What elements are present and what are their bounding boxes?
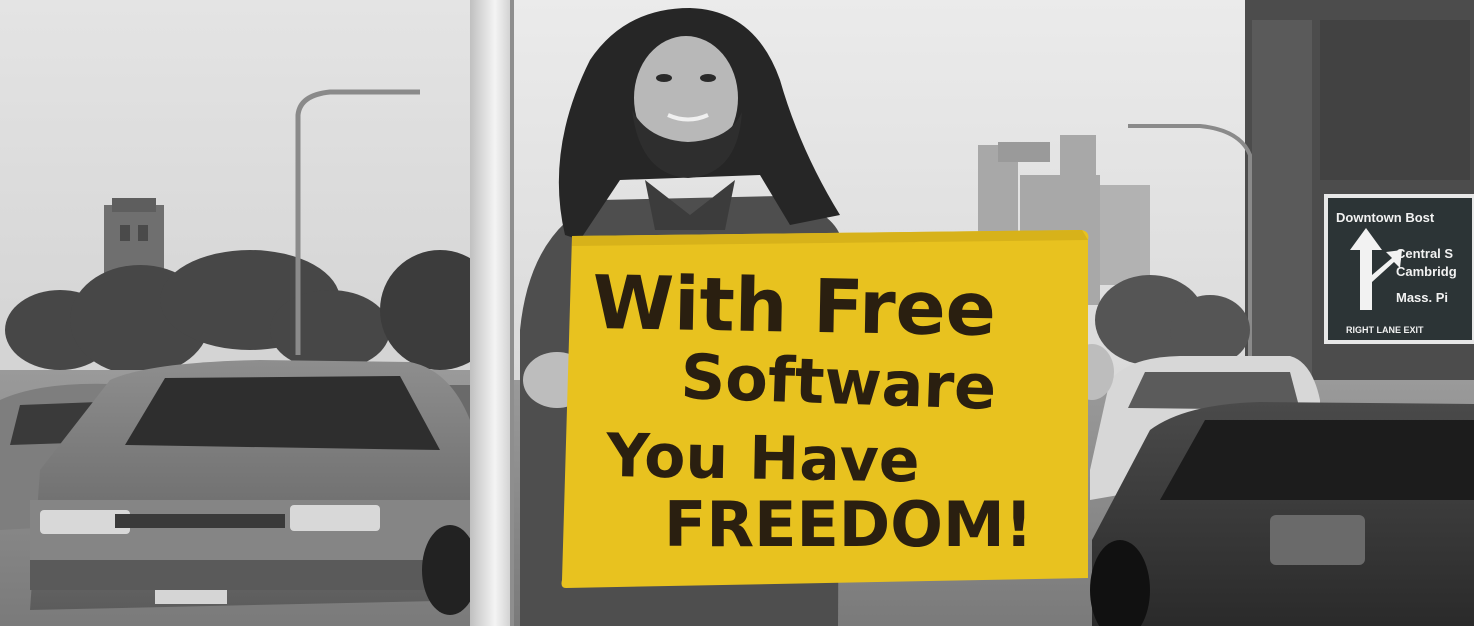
sign-line-3: You Have <box>605 421 920 496</box>
car-dark-right <box>1090 402 1474 626</box>
street-light-left <box>295 89 420 355</box>
road-sign <box>1324 194 1474 344</box>
road-sign-line-2: Central S <box>1396 246 1453 261</box>
road-sign-line-1: Downtown Bost <box>1336 210 1435 225</box>
trees-right <box>1095 275 1250 365</box>
sign-line-1: With Free <box>592 260 997 353</box>
city-buildings <box>978 135 1150 305</box>
road-sign-line-4: Mass. Pi <box>1396 290 1448 305</box>
sign-line-4: FREEDOM! <box>664 488 1033 561</box>
road-sign-line-3: Cambridg <box>1396 264 1457 279</box>
street-light-right <box>1128 124 1252 360</box>
sign-line-2: Software <box>679 340 997 424</box>
protest-sign: With Free Software You Have FREEDOM! <box>561 230 1089 588</box>
left-photo-panel <box>0 0 512 626</box>
car-foreground-left <box>30 360 482 615</box>
face <box>634 36 738 160</box>
road-sign-line-5: RIGHT LANE EXIT <box>1346 325 1424 335</box>
